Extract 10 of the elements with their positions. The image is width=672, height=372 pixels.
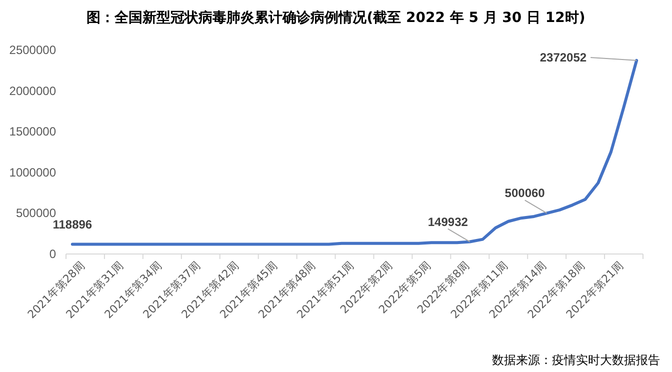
data-label: 500060 <box>504 186 546 200</box>
data-label: 2372052 <box>540 50 587 64</box>
y-tick-label: 1500000 <box>9 124 56 139</box>
data-label: 149932 <box>428 214 468 229</box>
source-note: 数据来源：疫情实时大数据报告 <box>492 353 660 367</box>
y-tick-label: 2500000 <box>9 43 56 57</box>
y-tick-label: 2000000 <box>9 84 56 98</box>
chart-title: 图：全国新型冠状病毒肺炎累计确诊病例情况(截至 2022 年 5 月 30 日 12时) <box>86 9 586 26</box>
y-tick-label: 0 <box>49 247 56 261</box>
y-tick-label: 1000000 <box>9 165 56 180</box>
